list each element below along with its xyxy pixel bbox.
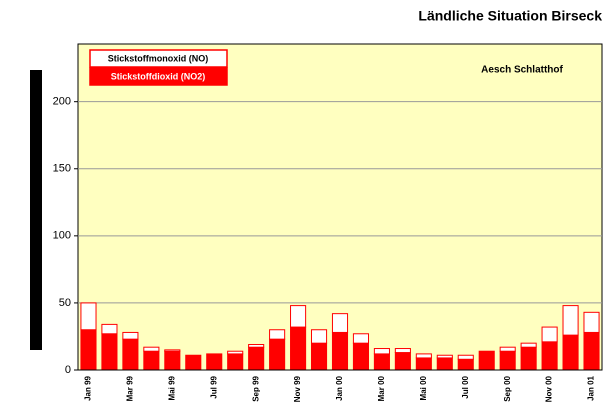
bar-segment [373, 348, 390, 355]
bar-segment [164, 349, 181, 352]
bar-segment [499, 350, 516, 371]
bar-segment [541, 326, 558, 343]
bar-segment [394, 352, 411, 371]
x-tick-label: Jul 00 [461, 375, 470, 398]
bar-segment [310, 342, 328, 371]
bar-segment [478, 350, 495, 371]
bar-segment [415, 357, 432, 371]
x-tick-label: Mar 00 [377, 375, 386, 401]
x-tick-label: Nov 99 [293, 375, 302, 402]
x-tick-label: Mai 99 [167, 375, 176, 400]
y-tick-label: 50 [59, 297, 71, 309]
bar-segment [562, 305, 579, 336]
legend-label: Stickstoffmonoxid (NO) [108, 53, 209, 63]
bar-segment [310, 329, 328, 344]
bar-segment [520, 342, 537, 348]
bar-segment [331, 331, 349, 371]
bar-segment [415, 353, 432, 359]
bar-segment [164, 350, 181, 371]
bar-segment [122, 331, 139, 340]
bar-segment [206, 353, 223, 371]
bar-segment [101, 333, 118, 371]
x-tick-label: Mai 00 [419, 375, 428, 400]
legend-swatch [89, 49, 228, 68]
bar-segment [80, 329, 97, 371]
bar-segment [352, 333, 370, 344]
bar-segment [269, 338, 286, 371]
x-tick-label: Mar 99 [126, 375, 135, 401]
bar-segment [436, 357, 453, 371]
legend-swatch [89, 67, 228, 86]
bar-segment [143, 346, 160, 352]
axis-label-block [30, 70, 42, 350]
x-tick-label: Sep 00 [503, 375, 512, 401]
bar-segment [331, 313, 349, 333]
annotation: Aesch Schlatthof [481, 65, 563, 76]
chart-title: Ländliche Situation Birseck [418, 8, 602, 24]
legend-label: Stickstoffdioxid (NO2) [111, 71, 206, 81]
y-tick-label: 100 [53, 230, 71, 242]
bar-segment [101, 323, 118, 335]
y-tick-label: 0 [65, 364, 71, 376]
bar-segment [227, 353, 244, 371]
bar-segment [436, 354, 453, 359]
bar-segment [394, 348, 411, 354]
bar-segment [457, 354, 474, 360]
x-tick-label: Nov 00 [545, 375, 554, 402]
y-tick-label: 150 [53, 163, 71, 175]
bar-segment [185, 354, 202, 371]
x-tick-label: Jul 99 [209, 375, 218, 398]
x-tick-label: Jan 99 [84, 375, 93, 400]
bar-segment [269, 329, 286, 340]
x-tick-label: Jan 00 [335, 375, 344, 400]
bar-segment [520, 346, 537, 371]
bar-segment [499, 346, 516, 352]
bar-segment [457, 358, 474, 371]
bar-segment [290, 326, 307, 371]
bar-segment [290, 305, 307, 328]
bar-segment [143, 350, 160, 371]
bar-segment [248, 346, 265, 371]
x-tick-label: Sep 99 [251, 375, 260, 401]
bar-segment [80, 302, 97, 331]
bar-segment [352, 342, 370, 371]
bar-segment [373, 353, 390, 371]
x-tick-label: Jan 01 [587, 375, 596, 400]
bar-segment [583, 331, 600, 371]
y-tick-label: 200 [53, 96, 71, 108]
bar-segment [541, 341, 558, 371]
bar-segment [562, 334, 579, 371]
bar-segment [248, 344, 265, 348]
bar-segment [122, 338, 139, 371]
bar-segment [227, 350, 244, 355]
bar-segment [583, 311, 600, 333]
